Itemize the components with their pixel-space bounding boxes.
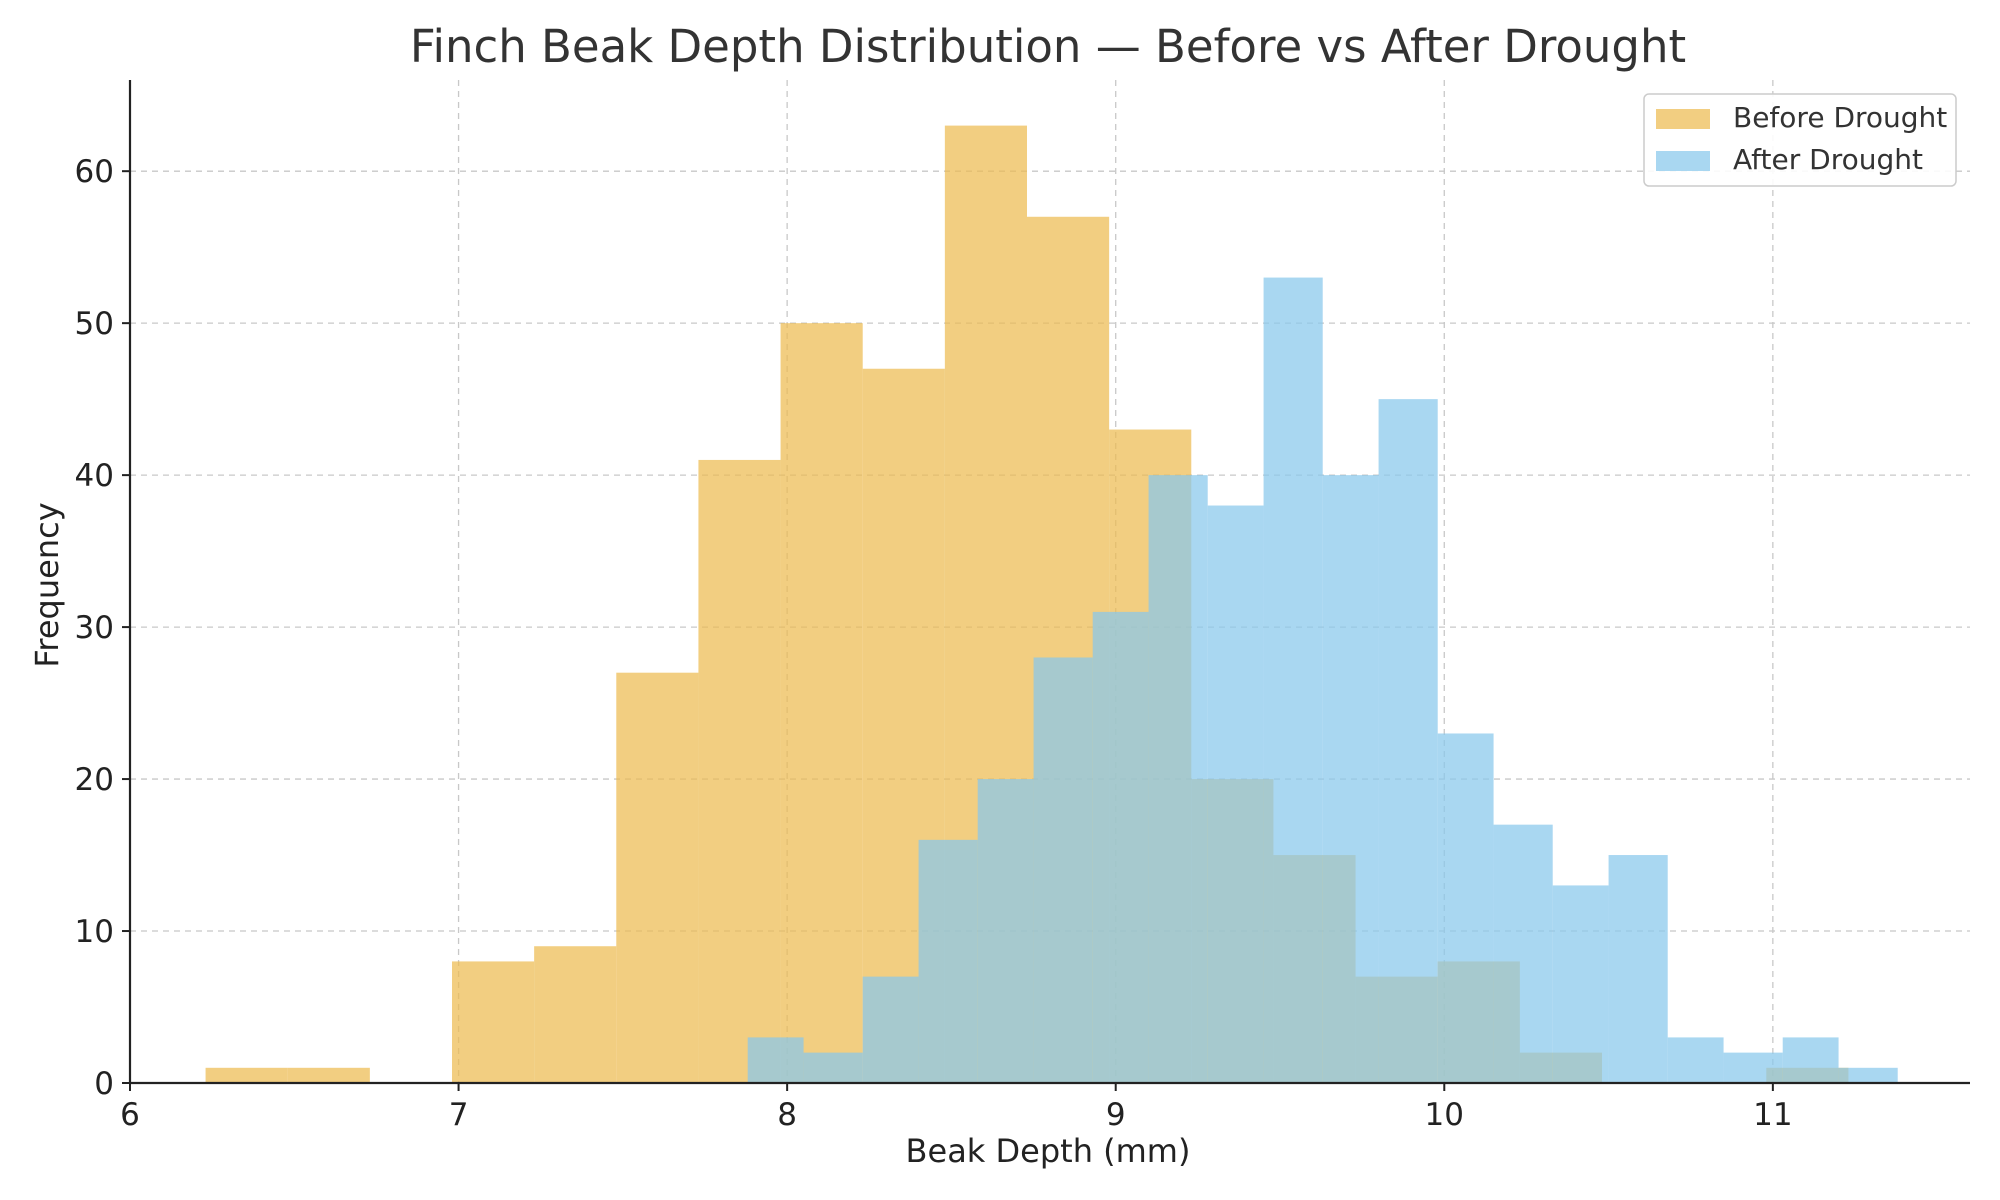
x-tick-label: 10	[1425, 1097, 1464, 1133]
histogram-bar	[862, 976, 919, 1083]
x-tick-label: 7	[449, 1097, 469, 1133]
legend-swatch-after	[1656, 151, 1710, 171]
histogram-bar	[287, 1067, 370, 1083]
histogram-bar	[1608, 855, 1668, 1083]
x-tick-label: 6	[120, 1097, 140, 1133]
histogram-bar	[1148, 475, 1208, 1083]
legend: Before Drought After Drought	[1643, 93, 1957, 187]
histogram-bar	[1207, 505, 1264, 1083]
y-tick-label: 0	[94, 1066, 114, 1102]
histogram-bar	[977, 779, 1034, 1083]
histogram-bar	[1782, 1037, 1839, 1083]
histogram-bar	[1322, 475, 1379, 1083]
histogram-bar	[452, 961, 535, 1083]
histogram-bar	[1263, 277, 1323, 1083]
legend-label-before: Before Drought	[1733, 101, 1947, 134]
histogram-bar	[1838, 1067, 1898, 1083]
histogram-bar	[616, 672, 699, 1083]
histogram-bar	[1493, 824, 1553, 1083]
histogram-bar	[918, 839, 978, 1083]
y-tick-label: 30	[75, 610, 114, 646]
histogram-bar	[803, 1052, 863, 1083]
x-tick-label: 8	[777, 1097, 797, 1133]
axes: 6 7 8 9 10 11 0 10 20 30 40 50 60	[75, 80, 1970, 1133]
histogram-bar	[1667, 1037, 1724, 1083]
y-tick-label: 50	[75, 306, 114, 342]
legend-swatch-before	[1656, 109, 1710, 129]
y-tick-label: 40	[75, 458, 114, 494]
histogram-bar	[1437, 733, 1494, 1083]
chart-title: Finch Beak Depth Distribution — Before v…	[410, 20, 1686, 73]
legend-label-after: After Drought	[1733, 143, 1923, 176]
histogram-bar	[698, 459, 781, 1083]
legend-box	[1643, 93, 1957, 187]
histogram-bar	[1033, 657, 1093, 1083]
x-axis-label: Beak Depth (mm)	[906, 1132, 1191, 1170]
y-tick-label: 60	[75, 154, 114, 190]
histogram-bar	[534, 946, 617, 1083]
histogram-bar	[1378, 399, 1438, 1083]
histogram-bars	[205, 125, 1898, 1084]
histogram-bar	[780, 323, 863, 1084]
x-tick-label: 9	[1106, 1097, 1126, 1133]
y-axis-label: Frequency	[28, 502, 66, 667]
histogram-bar	[747, 1037, 804, 1083]
histogram-bar	[1723, 1052, 1783, 1083]
y-tick-label: 10	[75, 914, 114, 950]
histogram-bar	[205, 1067, 288, 1083]
y-tick-label: 20	[75, 762, 114, 798]
histogram-bar	[1092, 611, 1149, 1083]
series-after	[747, 277, 1898, 1083]
histogram-bar	[1552, 885, 1609, 1083]
x-tick-label: 11	[1753, 1097, 1792, 1133]
